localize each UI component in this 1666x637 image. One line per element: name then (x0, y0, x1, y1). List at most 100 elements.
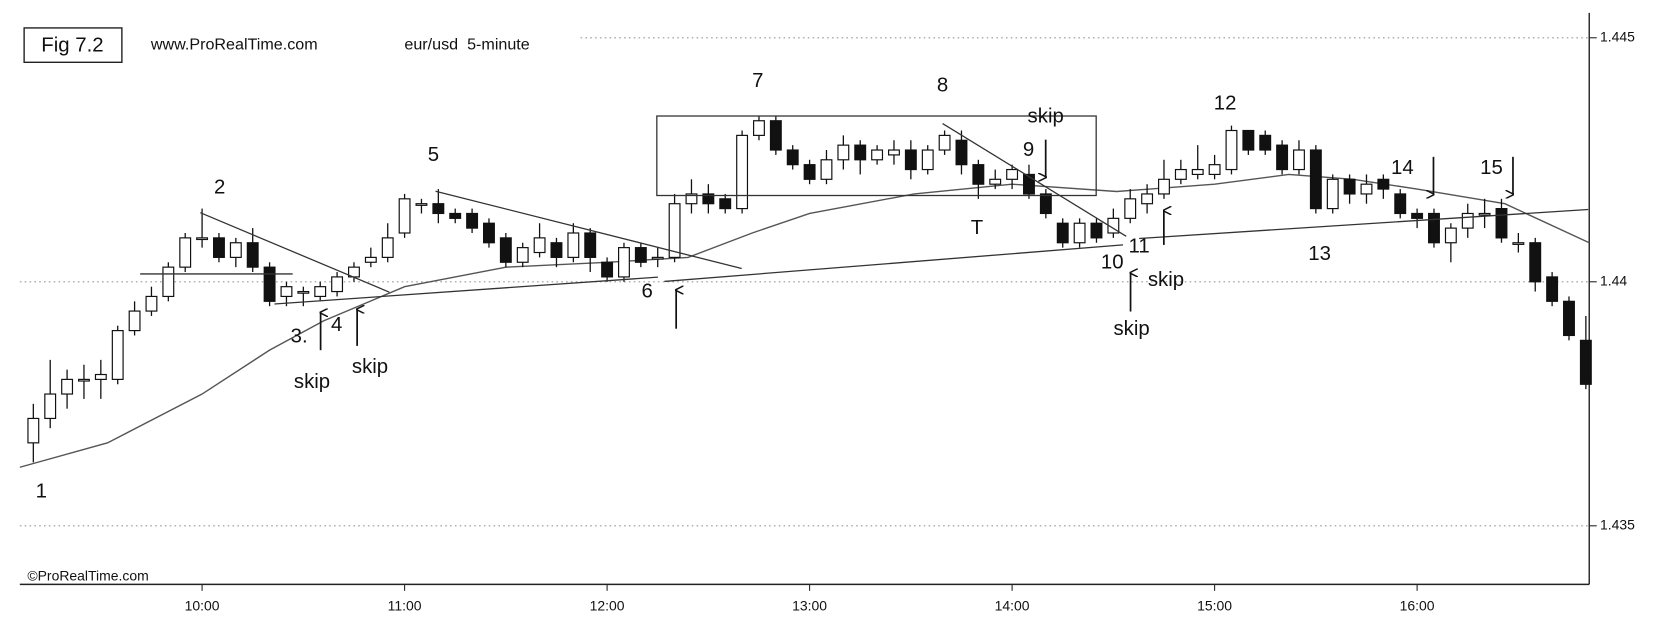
candle-body (415, 203, 428, 206)
candle-body (1174, 168, 1187, 180)
candle-body (854, 144, 867, 161)
annotation: skip (352, 356, 388, 378)
title-backdrop (19, 23, 579, 67)
candle-body (1579, 339, 1592, 385)
candle-body (719, 198, 732, 210)
candle-body (1276, 144, 1289, 171)
candle-body (61, 378, 74, 395)
candle-body (77, 378, 90, 382)
x-tick-label: 15:00 (1197, 598, 1232, 614)
candle-body (246, 242, 259, 268)
candle-body (212, 237, 225, 258)
annotation: 8 (937, 74, 948, 96)
annotation: 1 (36, 480, 47, 502)
candle-body (921, 149, 934, 171)
candle-body (381, 237, 394, 258)
candle-body (1512, 242, 1525, 245)
instrument: eur/usd 5-minute (404, 35, 529, 53)
candle-body (1208, 164, 1221, 176)
candle-body (1444, 227, 1457, 244)
candle-body (44, 393, 57, 420)
candle-body (1191, 168, 1204, 176)
candle-body (1529, 242, 1542, 283)
annotation: 2 (214, 176, 225, 198)
candle-body (803, 164, 816, 180)
candle-body (297, 290, 310, 294)
candle-body (702, 193, 715, 205)
candle-body (685, 193, 698, 205)
x-tick-label: 14:00 (995, 598, 1030, 614)
x-tick-label: 10:00 (185, 598, 220, 614)
candle-body (229, 242, 242, 258)
candle-body (1478, 212, 1491, 216)
y-tick-label: 1.435 (1600, 516, 1635, 532)
x-tick-label: 12:00 (590, 598, 625, 614)
candle-body (753, 120, 765, 136)
candle-body (314, 286, 327, 298)
trendline (1139, 208, 1589, 240)
candle-body (499, 237, 512, 263)
candle-body (162, 266, 175, 298)
candle-body (1563, 300, 1575, 337)
candle-body (1394, 193, 1407, 215)
trendline (942, 122, 1127, 237)
candle-body (634, 247, 647, 263)
candle-body (1461, 212, 1474, 229)
annotation: skip (1148, 269, 1184, 291)
candle-body (466, 212, 479, 229)
candle-body (483, 222, 495, 244)
candle-body (1225, 129, 1238, 171)
candle-body (1259, 134, 1272, 151)
annotation: 10 (1101, 252, 1124, 274)
annotation: 4 (331, 314, 342, 336)
candle-body (1309, 149, 1322, 210)
candle-body (1158, 178, 1170, 195)
x-tick-label: 13:00 (792, 598, 827, 614)
candle-body (432, 203, 445, 215)
plot-area: 1.435 1.44 1.445 10:00 11:00 12:00 13:00 14:00 1… (19, 12, 1635, 614)
y-tick-label: 1.445 (1600, 28, 1635, 44)
candle-body (1023, 173, 1035, 195)
candle-body (1039, 193, 1052, 215)
annotation: 11 (1129, 235, 1150, 257)
annotation: skip (294, 371, 330, 393)
trendline (435, 190, 742, 270)
candle-body (601, 261, 614, 278)
candle-body (145, 295, 158, 312)
candle-body (94, 373, 107, 380)
range-box (656, 115, 1097, 197)
candle-body (769, 120, 782, 151)
candle-body (263, 266, 276, 302)
annotation: 6 (641, 281, 652, 303)
candle-body (364, 256, 377, 263)
candle-body (871, 149, 884, 161)
candle-body (618, 247, 630, 278)
drawings (140, 115, 1589, 351)
candle-body (888, 149, 900, 156)
candle-body (179, 237, 192, 268)
candle-body (1293, 149, 1305, 171)
title-box (23, 27, 123, 64)
candle-body (1428, 212, 1440, 244)
trendline (274, 276, 658, 305)
candle-body (584, 232, 597, 258)
candle-body (904, 149, 917, 171)
annotation: 15 (1480, 157, 1503, 179)
candle-body (989, 178, 1002, 185)
candle-body (668, 203, 681, 258)
candle-body (1124, 198, 1137, 219)
candle-body (1242, 129, 1255, 151)
candle-body (516, 247, 529, 263)
candle-body (111, 330, 124, 380)
candle-body (1377, 178, 1390, 190)
annotation: skip (1113, 318, 1149, 340)
candle-body (955, 139, 968, 166)
candle-body (1411, 212, 1424, 219)
annotation: 3. (291, 326, 308, 348)
candle-body (280, 286, 293, 298)
candle-body (128, 310, 141, 332)
candle-body (786, 149, 799, 166)
candle-body (972, 164, 985, 185)
